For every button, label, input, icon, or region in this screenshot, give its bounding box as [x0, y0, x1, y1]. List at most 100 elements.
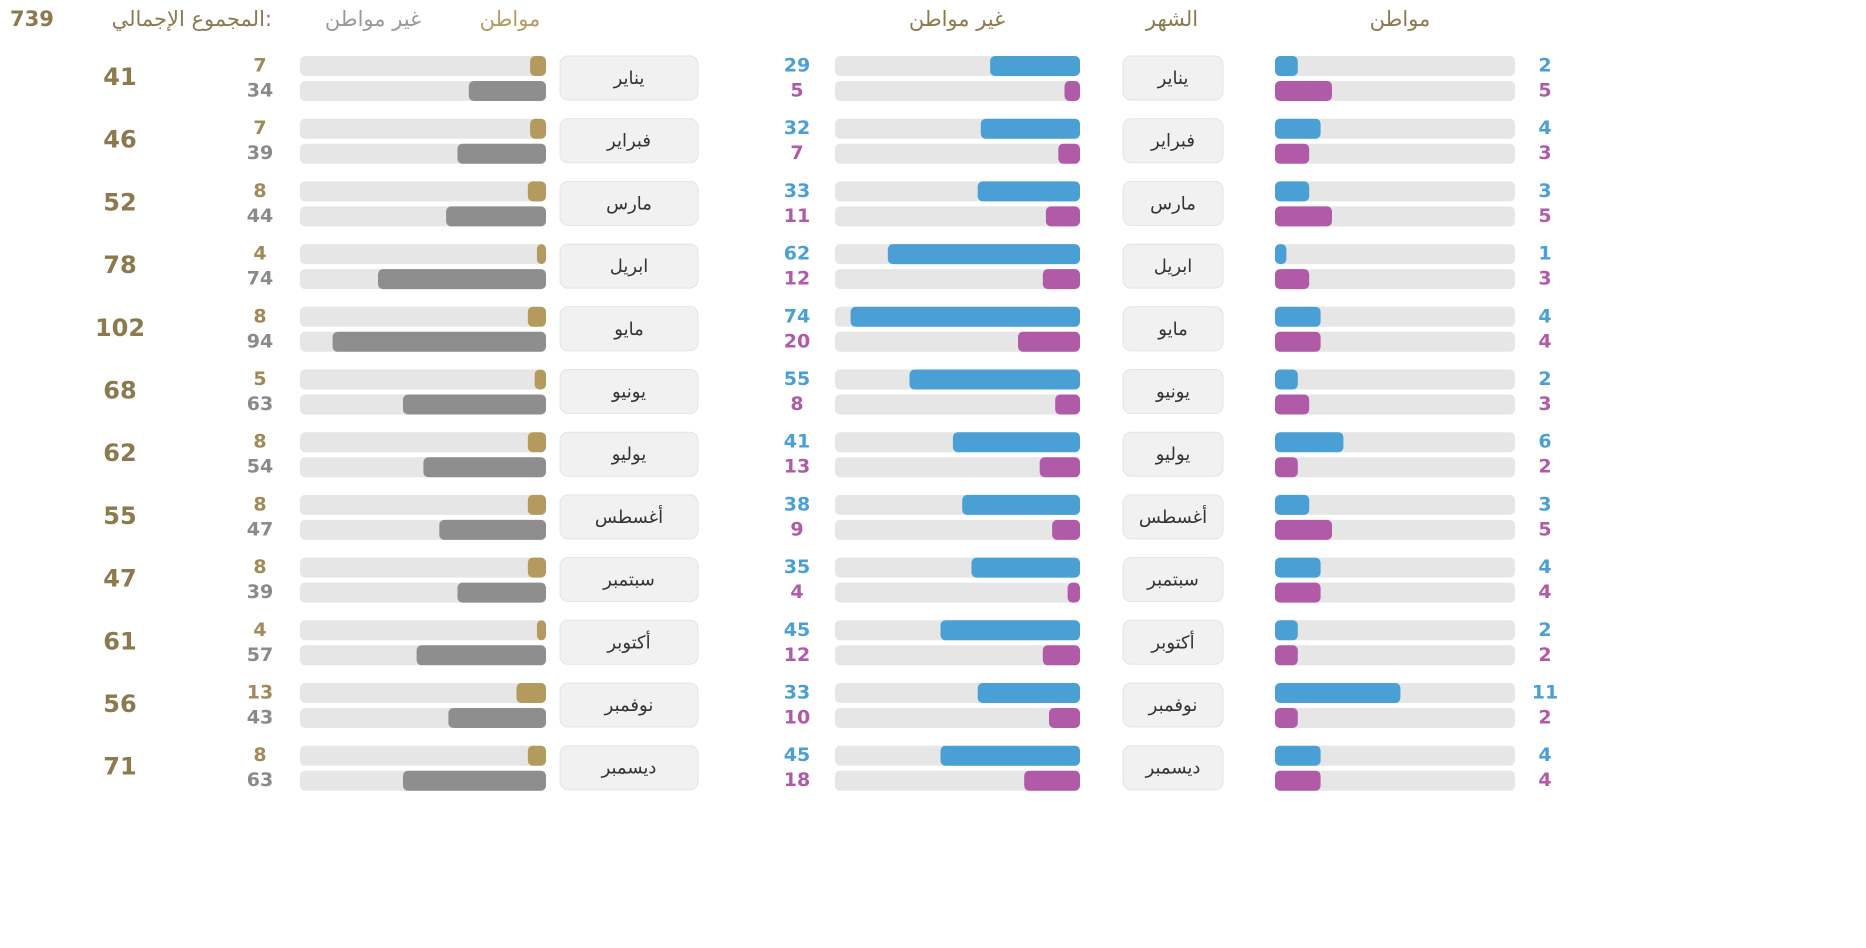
row-total: 47	[103, 565, 136, 593]
value-label: 2	[1538, 55, 1551, 77]
value-label: 5	[1538, 80, 1551, 102]
value-label: 47	[247, 518, 273, 540]
bar-track	[300, 369, 546, 390]
month-label: نوفمبر	[604, 695, 654, 716]
value-label: 2	[1538, 619, 1551, 641]
value-label: 45	[784, 744, 810, 766]
bar	[1275, 582, 1321, 603]
value-label: 63	[247, 769, 273, 791]
value-label: 33	[784, 180, 810, 202]
value-label: 38	[784, 493, 810, 515]
value-label: 5	[790, 80, 803, 102]
value-label: 4	[1538, 330, 1551, 352]
bar	[1275, 457, 1298, 478]
value-label: 12	[784, 268, 810, 290]
value-label: 34	[247, 80, 273, 102]
bar	[977, 181, 1080, 202]
bar	[1275, 81, 1332, 101]
value-label: 4	[1538, 769, 1551, 791]
value-label: 5	[253, 368, 266, 390]
month-box	[1122, 557, 1224, 603]
bar	[378, 269, 546, 290]
month-box	[559, 55, 699, 101]
bar	[1275, 708, 1298, 728]
value-label: 18	[784, 769, 810, 791]
bar-track	[300, 56, 546, 76]
value-label: 3	[1538, 268, 1551, 290]
month-label: يناير	[613, 68, 645, 89]
bar	[527, 306, 546, 327]
month-label: مارس	[606, 193, 652, 214]
total-header: المجموع الإجمالي:	[112, 7, 272, 31]
value-label: 94	[247, 330, 273, 352]
value-label: 44	[247, 205, 273, 227]
bar	[1275, 620, 1298, 641]
value-label: 4	[253, 619, 266, 641]
bar-track	[1275, 620, 1515, 641]
month-label: مارس	[1150, 193, 1196, 214]
bar	[527, 557, 546, 578]
value-label: 10	[784, 707, 810, 729]
month-label: أكتوبر	[606, 630, 650, 653]
bar-track	[1275, 770, 1515, 791]
bar	[516, 683, 546, 703]
bar-track	[835, 519, 1080, 540]
bar	[962, 494, 1080, 515]
bar	[1024, 770, 1080, 791]
value-label: 7	[253, 117, 266, 139]
bar-track	[1275, 118, 1515, 139]
month-label: سبتمبر	[1146, 570, 1199, 591]
bar-track	[1275, 745, 1515, 766]
month-box	[559, 745, 699, 791]
value-label: 8	[253, 305, 266, 327]
bar	[1042, 645, 1080, 666]
bar-track	[300, 118, 546, 139]
row-total: 52	[103, 188, 136, 216]
row-total: 78	[103, 251, 136, 279]
value-label: 8	[253, 556, 266, 578]
bar	[534, 369, 546, 390]
bar	[332, 331, 546, 352]
month-box	[1122, 745, 1224, 791]
bar	[1064, 81, 1080, 101]
row-total: 102	[95, 314, 145, 342]
bar-track	[1275, 244, 1515, 265]
month-label: فبراير	[606, 131, 651, 152]
month-label: مايو	[613, 319, 643, 340]
month-label: أغسطس	[1139, 505, 1207, 528]
row-total: 62	[103, 439, 136, 467]
value-label: 11	[784, 205, 810, 227]
bar-track	[1275, 143, 1515, 164]
value-label: 3	[1538, 180, 1551, 202]
bar	[1275, 181, 1310, 202]
bar	[1275, 369, 1298, 390]
month-box	[1122, 494, 1224, 540]
bar-track	[835, 81, 1080, 101]
header: الشهر	[1145, 7, 1198, 31]
bar	[530, 118, 546, 139]
bar	[1045, 206, 1080, 227]
bar	[1275, 770, 1321, 791]
bar	[1042, 269, 1080, 290]
month-box	[1122, 180, 1224, 226]
month-label: يونيو	[611, 382, 646, 403]
month-box	[559, 619, 699, 665]
month-box	[559, 369, 699, 414]
bar	[1275, 394, 1310, 415]
month-label: ابريل	[1154, 256, 1193, 277]
bar-track	[1275, 306, 1515, 327]
bar	[446, 206, 546, 227]
month-box	[559, 494, 699, 540]
bar	[402, 394, 546, 415]
bar	[1275, 143, 1310, 164]
value-label: 45	[784, 619, 810, 641]
bar	[530, 56, 546, 76]
month-label: ابريل	[610, 256, 649, 277]
bar	[952, 432, 1080, 453]
row-total: 61	[103, 627, 136, 655]
bar-track	[835, 394, 1080, 415]
row-total: 55	[103, 502, 136, 530]
value-label: 32	[784, 117, 810, 139]
bar	[1039, 457, 1080, 478]
